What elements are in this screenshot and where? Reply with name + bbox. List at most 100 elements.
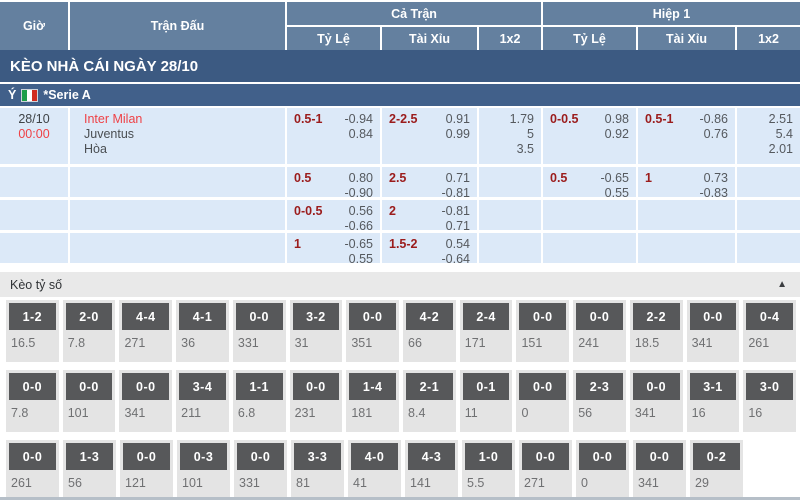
odds-value[interactable]: -0.81 (441, 204, 471, 218)
odds-value[interactable]: -0.64 (441, 252, 471, 266)
odds-value[interactable]: 2.01 (768, 142, 793, 156)
odds-value[interactable]: 0.54 (445, 237, 470, 251)
ft-over-under-cell[interactable]: 1.5-2 0.54 -0.64 (382, 233, 479, 266)
odds-value[interactable]: 0.73 (703, 171, 728, 185)
score-box[interactable]: 0-0 (9, 373, 56, 400)
score-box[interactable]: 3-3 (294, 443, 341, 470)
score-box[interactable]: 2-0 (65, 303, 113, 330)
odds-value[interactable]: 0.98 (604, 112, 629, 126)
score-box[interactable]: 0-0 (576, 303, 623, 330)
odds-value[interactable]: 0.92 (604, 127, 629, 141)
h1-handicap-cell[interactable]: 0-0.5 0.98 0.92 (543, 108, 638, 164)
score-box[interactable]: 0-0 (519, 303, 567, 330)
score-box[interactable]: 3-0 (746, 373, 794, 400)
score-box[interactable]: 1-3 (66, 443, 113, 470)
home-team[interactable]: Inter Milan (84, 112, 143, 126)
ft-1x2-cell[interactable] (479, 233, 543, 263)
h1-1x2-cell[interactable] (737, 233, 800, 263)
odds-value[interactable]: 0.76 (703, 127, 728, 141)
score-box[interactable]: 3-2 (292, 303, 340, 330)
odds-value[interactable]: 0.80 (348, 171, 373, 185)
odds-value[interactable]: -0.66 (344, 219, 374, 233)
h1-handicap-cell[interactable]: 0.5 -0.65 0.55 (543, 167, 638, 200)
ft-1x2-cell[interactable] (479, 167, 543, 197)
score-box[interactable]: 0-0 (292, 373, 340, 400)
h1-handicap-cell[interactable] (543, 233, 638, 263)
h1-1x2-cell[interactable]: 2.51 5.4 2.01 (737, 108, 800, 164)
score-box[interactable]: 0-0 (9, 443, 56, 470)
score-box[interactable]: 0-1 (462, 373, 510, 400)
odds-value[interactable]: 1.79 (509, 112, 534, 126)
odds-value[interactable]: -0.90 (344, 186, 374, 200)
score-box[interactable]: 0-4 (746, 303, 794, 330)
score-box[interactable]: 0-0 (522, 443, 569, 470)
away-team[interactable]: Juventus (84, 127, 135, 141)
odds-value[interactable]: -0.65 (600, 171, 630, 185)
ft-handicap-cell[interactable]: 1 -0.65 0.55 (287, 233, 382, 266)
odds-value[interactable]: 5.4 (775, 127, 793, 141)
score-box[interactable]: 2-4 (462, 303, 510, 330)
ft-over-under-cell[interactable]: 2 -0.81 0.71 (382, 200, 479, 233)
score-box[interactable]: 4-0 (351, 443, 398, 470)
score-box[interactable]: 2-2 (632, 303, 680, 330)
odds-value[interactable]: 0.55 (348, 252, 373, 266)
odds-value[interactable]: 5 (527, 127, 534, 141)
score-box[interactable]: 0-0 (123, 443, 170, 470)
odds-value[interactable]: 0.99 (445, 127, 470, 141)
score-box[interactable]: 4-1 (179, 303, 226, 330)
score-box[interactable]: 2-3 (576, 373, 623, 400)
score-box[interactable]: 0-0 (235, 303, 283, 330)
ft-1x2-cell[interactable] (479, 200, 543, 230)
score-box[interactable]: 4-4 (122, 303, 170, 330)
odds-value[interactable]: 0.56 (348, 204, 373, 218)
odds-value[interactable]: 0.71 (445, 171, 470, 185)
odds-value[interactable]: 0.55 (604, 186, 629, 200)
h1-handicap-cell[interactable] (543, 200, 638, 230)
collapse-arrow-icon[interactable]: ▲ (777, 279, 787, 290)
odds-value[interactable]: -0.65 (344, 237, 374, 251)
draw-label[interactable]: Hòa (84, 142, 107, 156)
score-box[interactable]: 0-0 (632, 373, 680, 400)
h1-1x2-cell[interactable] (737, 167, 800, 197)
score-box[interactable]: 2-1 (406, 373, 453, 400)
score-box[interactable]: 1-1 (235, 373, 283, 400)
score-box[interactable]: 0-0 (65, 373, 113, 400)
league-row[interactable]: Ý *Serie A (0, 84, 800, 108)
h1-over-under-cell[interactable]: 0.5-1 -0.86 0.76 (638, 108, 737, 164)
odds-value[interactable]: -0.81 (441, 186, 471, 200)
score-box[interactable]: 1-2 (9, 303, 56, 330)
score-box[interactable]: 0-0 (519, 373, 567, 400)
score-box[interactable]: 4-3 (408, 443, 455, 470)
score-box[interactable]: 1-0 (465, 443, 512, 470)
odds-value[interactable]: -0.86 (699, 112, 729, 126)
ft-handicap-cell[interactable]: 0.5 0.80 -0.90 (287, 167, 382, 200)
score-box[interactable]: 0-0 (237, 443, 284, 470)
score-box[interactable]: 0-0 (349, 303, 397, 330)
odds-value[interactable]: 0.84 (348, 127, 373, 141)
score-box[interactable]: 3-4 (179, 373, 226, 400)
score-box[interactable]: 0-3 (180, 443, 227, 470)
ft-1x2-cell[interactable]: 1.79 5 3.5 (479, 108, 543, 164)
h1-over-under-cell[interactable]: 1 0.73 -0.83 (638, 167, 737, 200)
odds-value[interactable]: -0.83 (699, 186, 729, 200)
h1-1x2-cell[interactable] (737, 200, 800, 230)
ft-handicap-cell[interactable]: 0-0.5 0.56 -0.66 (287, 200, 382, 233)
score-box[interactable]: 1-4 (349, 373, 397, 400)
odds-value[interactable]: -0.94 (344, 112, 374, 126)
odds-value[interactable]: 0.71 (445, 219, 470, 233)
ft-handicap-cell[interactable]: 0.5-1 -0.94 0.84 (287, 108, 382, 164)
score-box[interactable]: 3-1 (689, 373, 737, 400)
correct-score-header[interactable]: Kèo tỷ số ▲ (0, 272, 800, 297)
ft-over-under-cell[interactable]: 2.5 0.71 -0.81 (382, 167, 479, 200)
odds-value[interactable]: 2.51 (768, 112, 793, 126)
odds-value[interactable]: 0.91 (445, 112, 470, 126)
odds-value[interactable]: 3.5 (516, 142, 534, 156)
score-box[interactable]: 0-0 (579, 443, 626, 470)
score-box[interactable]: 0-0 (636, 443, 683, 470)
score-box[interactable]: 0-0 (689, 303, 737, 330)
score-box[interactable]: 0-2 (693, 443, 740, 470)
h1-over-under-cell[interactable] (638, 233, 737, 263)
score-box[interactable]: 0-0 (122, 373, 170, 400)
ft-over-under-cell[interactable]: 2-2.5 0.91 0.99 (382, 108, 479, 164)
score-box[interactable]: 4-2 (406, 303, 453, 330)
